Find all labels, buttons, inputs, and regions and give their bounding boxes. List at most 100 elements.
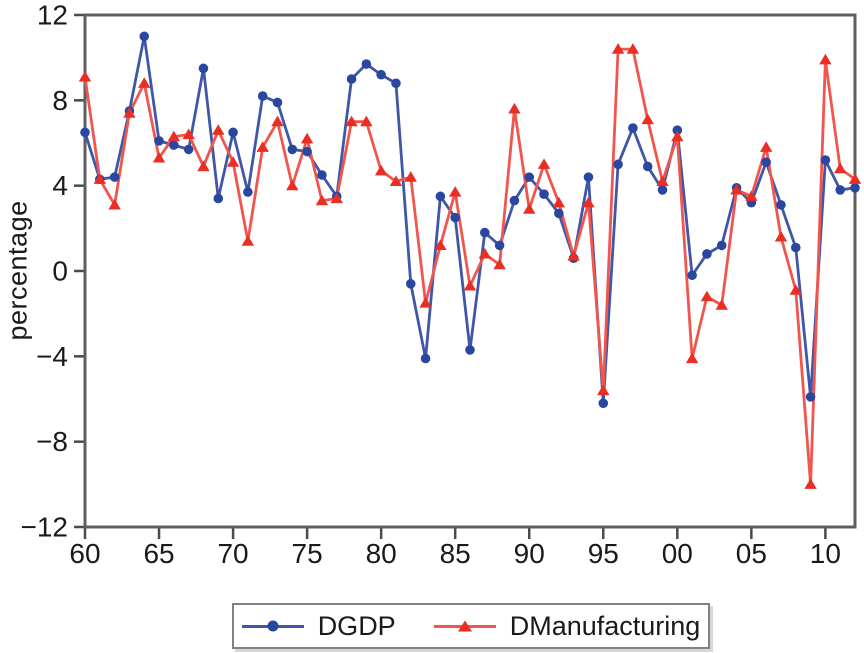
legend-label-dgdp: DGDP xyxy=(317,610,396,641)
dmanufacturing-marker xyxy=(745,190,758,201)
dgdp-marker xyxy=(480,227,490,238)
dgdp-marker xyxy=(139,31,150,42)
dmanufacturing-marker xyxy=(685,352,699,364)
dmanufacturing-marker xyxy=(360,115,373,127)
dgdp-marker xyxy=(509,195,520,206)
dmanufacturing-marker xyxy=(611,43,625,54)
dmanufacturing-marker xyxy=(567,250,580,261)
dmanufacturing-marker xyxy=(138,77,151,88)
dmanufacturing-marker xyxy=(523,203,536,214)
dmanufacturing-marker xyxy=(833,162,847,174)
x-tick-label: 05 xyxy=(736,538,767,569)
dgdp-marker xyxy=(642,161,653,172)
dmanufacturing-marker xyxy=(463,279,477,291)
dmanufacturing-marker xyxy=(374,164,388,176)
dgdp-marker xyxy=(613,159,623,170)
dmanufacturing-marker xyxy=(108,198,121,210)
dmanufacturing-marker xyxy=(597,384,610,396)
dmanufacturing-marker xyxy=(241,235,255,246)
circle-marker-icon xyxy=(267,620,279,632)
dmanufacturing-marker xyxy=(700,290,714,302)
dgdp-marker xyxy=(272,97,283,108)
dgdp-marker xyxy=(776,200,786,210)
dmanufacturing-marker xyxy=(271,115,284,127)
dmanufacturing-marker xyxy=(330,192,343,204)
x-tick-label: 95 xyxy=(588,538,619,569)
dmanufacturing-marker xyxy=(152,151,166,163)
dmanufacturing-marker xyxy=(197,160,210,172)
dgdp-marker xyxy=(465,345,475,355)
dmanufacturing-marker xyxy=(93,173,107,184)
dmanufacturing-marker xyxy=(389,175,403,186)
x-tick-label: 90 xyxy=(514,538,545,569)
dmanufacturing-line-sample xyxy=(433,620,496,632)
legend: DGDP DManufacturing xyxy=(232,603,710,649)
dmanufacturing-marker xyxy=(300,132,314,144)
dmanufacturing-marker xyxy=(537,158,551,169)
dmanufacturing-marker xyxy=(419,297,432,308)
dgdp-marker xyxy=(598,398,609,409)
dmanufacturing-line xyxy=(83,47,857,486)
legend-item-dmanufacturing: DManufacturing xyxy=(433,610,701,642)
dgdp-marker xyxy=(317,170,327,180)
dgdp-marker xyxy=(702,249,712,259)
dgdp-marker xyxy=(761,157,771,167)
dgdp-marker xyxy=(257,91,268,101)
x-tick-label: 00 xyxy=(662,538,693,569)
dgdp-marker xyxy=(183,144,194,155)
dmanufacturing-marker xyxy=(552,196,566,208)
dgdp-marker xyxy=(628,123,638,133)
dgdp-marker xyxy=(302,146,312,157)
dgdp-marker xyxy=(850,183,860,193)
dgdp-marker xyxy=(243,187,253,197)
dmanufacturing-marker xyxy=(478,247,492,259)
dgdp-marker xyxy=(420,353,431,364)
dmanufacturing-marker xyxy=(508,102,521,114)
dgdp-marker xyxy=(494,240,505,251)
dmanufacturing-marker xyxy=(848,173,862,184)
x-tick-label: 65 xyxy=(143,538,174,569)
dgdp-marker xyxy=(450,212,460,223)
dgdp-marker xyxy=(657,185,668,195)
dgdp-marker xyxy=(154,136,164,146)
dmanufacturing-marker xyxy=(582,196,595,208)
dmanufacturing-marker xyxy=(212,124,225,135)
y-tick-label: −8 xyxy=(36,426,68,457)
dgdp-marker xyxy=(213,193,224,204)
y-tick-label: −4 xyxy=(36,341,68,372)
x-tick-label: 10 xyxy=(810,538,841,569)
dgdp-marker xyxy=(539,189,549,199)
y-tick-label: −12 xyxy=(21,512,69,543)
dmanufacturing-marker xyxy=(345,115,358,127)
y-tick-label: 0 xyxy=(52,256,68,287)
x-tick-label: 60 xyxy=(69,538,100,569)
dmanufacturing-marker xyxy=(715,299,728,310)
dgdp-marker xyxy=(805,392,816,402)
x-tick-label: 80 xyxy=(366,538,397,569)
dmanufacturing-marker xyxy=(315,194,329,206)
y-tick-label: 8 xyxy=(52,85,68,116)
dgdp-marker xyxy=(287,144,298,155)
x-tick-label: 85 xyxy=(440,538,471,569)
x-tick-label: 70 xyxy=(217,538,248,569)
dgdp-marker xyxy=(524,172,535,182)
dmanufacturing-marker xyxy=(256,141,269,152)
dgdp-marker xyxy=(687,270,697,281)
dgdp-marker xyxy=(435,191,446,202)
dgdp-marker xyxy=(583,172,594,182)
dgdp-marker xyxy=(835,185,845,195)
dmanufacturing-marker xyxy=(641,113,654,125)
dgdp-marker xyxy=(361,59,372,69)
dmanufacturing-marker xyxy=(123,107,136,118)
dmanufacturing-marker xyxy=(759,141,773,152)
dgdp-marker xyxy=(820,155,831,165)
dmanufacturing-marker xyxy=(434,239,447,250)
dmanufacturing-marker xyxy=(182,128,195,140)
y-tick-label: 12 xyxy=(37,0,68,31)
dmanufacturing-marker xyxy=(404,171,417,182)
legend-label-dmanufacturing: DManufacturing xyxy=(509,610,701,641)
dmanufacturing-marker xyxy=(671,130,684,142)
dmanufacturing-marker xyxy=(626,43,640,54)
dmanufacturing-marker xyxy=(819,53,832,65)
dgdp-marker xyxy=(391,78,401,89)
